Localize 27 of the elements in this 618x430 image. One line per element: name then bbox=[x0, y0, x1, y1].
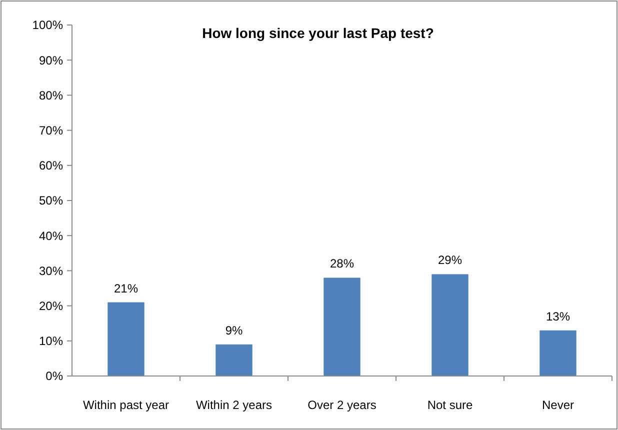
y-tick-label: 30% bbox=[38, 264, 64, 278]
x-tick-label: Within past year bbox=[82, 398, 170, 412]
bar bbox=[540, 330, 576, 376]
y-tick-label: 0% bbox=[46, 369, 64, 384]
y-tick-label: 80% bbox=[38, 88, 64, 102]
y-tick-label: 90% bbox=[38, 53, 64, 68]
y-tick-label: 50% bbox=[38, 194, 64, 208]
data-label: 29% bbox=[438, 253, 462, 268]
data-label: 28% bbox=[330, 256, 354, 271]
chart-title: How long since your last Pap test? bbox=[202, 25, 434, 41]
y-tick-label: 40% bbox=[38, 228, 64, 243]
bar bbox=[216, 344, 252, 376]
y-tick-label: 20% bbox=[38, 299, 64, 313]
x-tick-label: Never bbox=[542, 398, 574, 412]
bar bbox=[108, 302, 144, 376]
y-tick-label: 70% bbox=[38, 124, 64, 138]
x-tick-label: Within 2 years bbox=[196, 398, 272, 412]
y-tick-label: 10% bbox=[38, 334, 64, 348]
x-tick-label: Over 2 years bbox=[308, 398, 376, 412]
bar bbox=[324, 278, 360, 376]
data-label: 13% bbox=[546, 309, 570, 324]
x-tick-label: Not sure bbox=[427, 398, 473, 412]
y-tick-label: 100% bbox=[32, 18, 64, 32]
data-label: 9% bbox=[225, 323, 243, 338]
data-label: 21% bbox=[114, 281, 138, 296]
bar bbox=[432, 274, 468, 376]
y-tick-label: 60% bbox=[38, 158, 64, 173]
